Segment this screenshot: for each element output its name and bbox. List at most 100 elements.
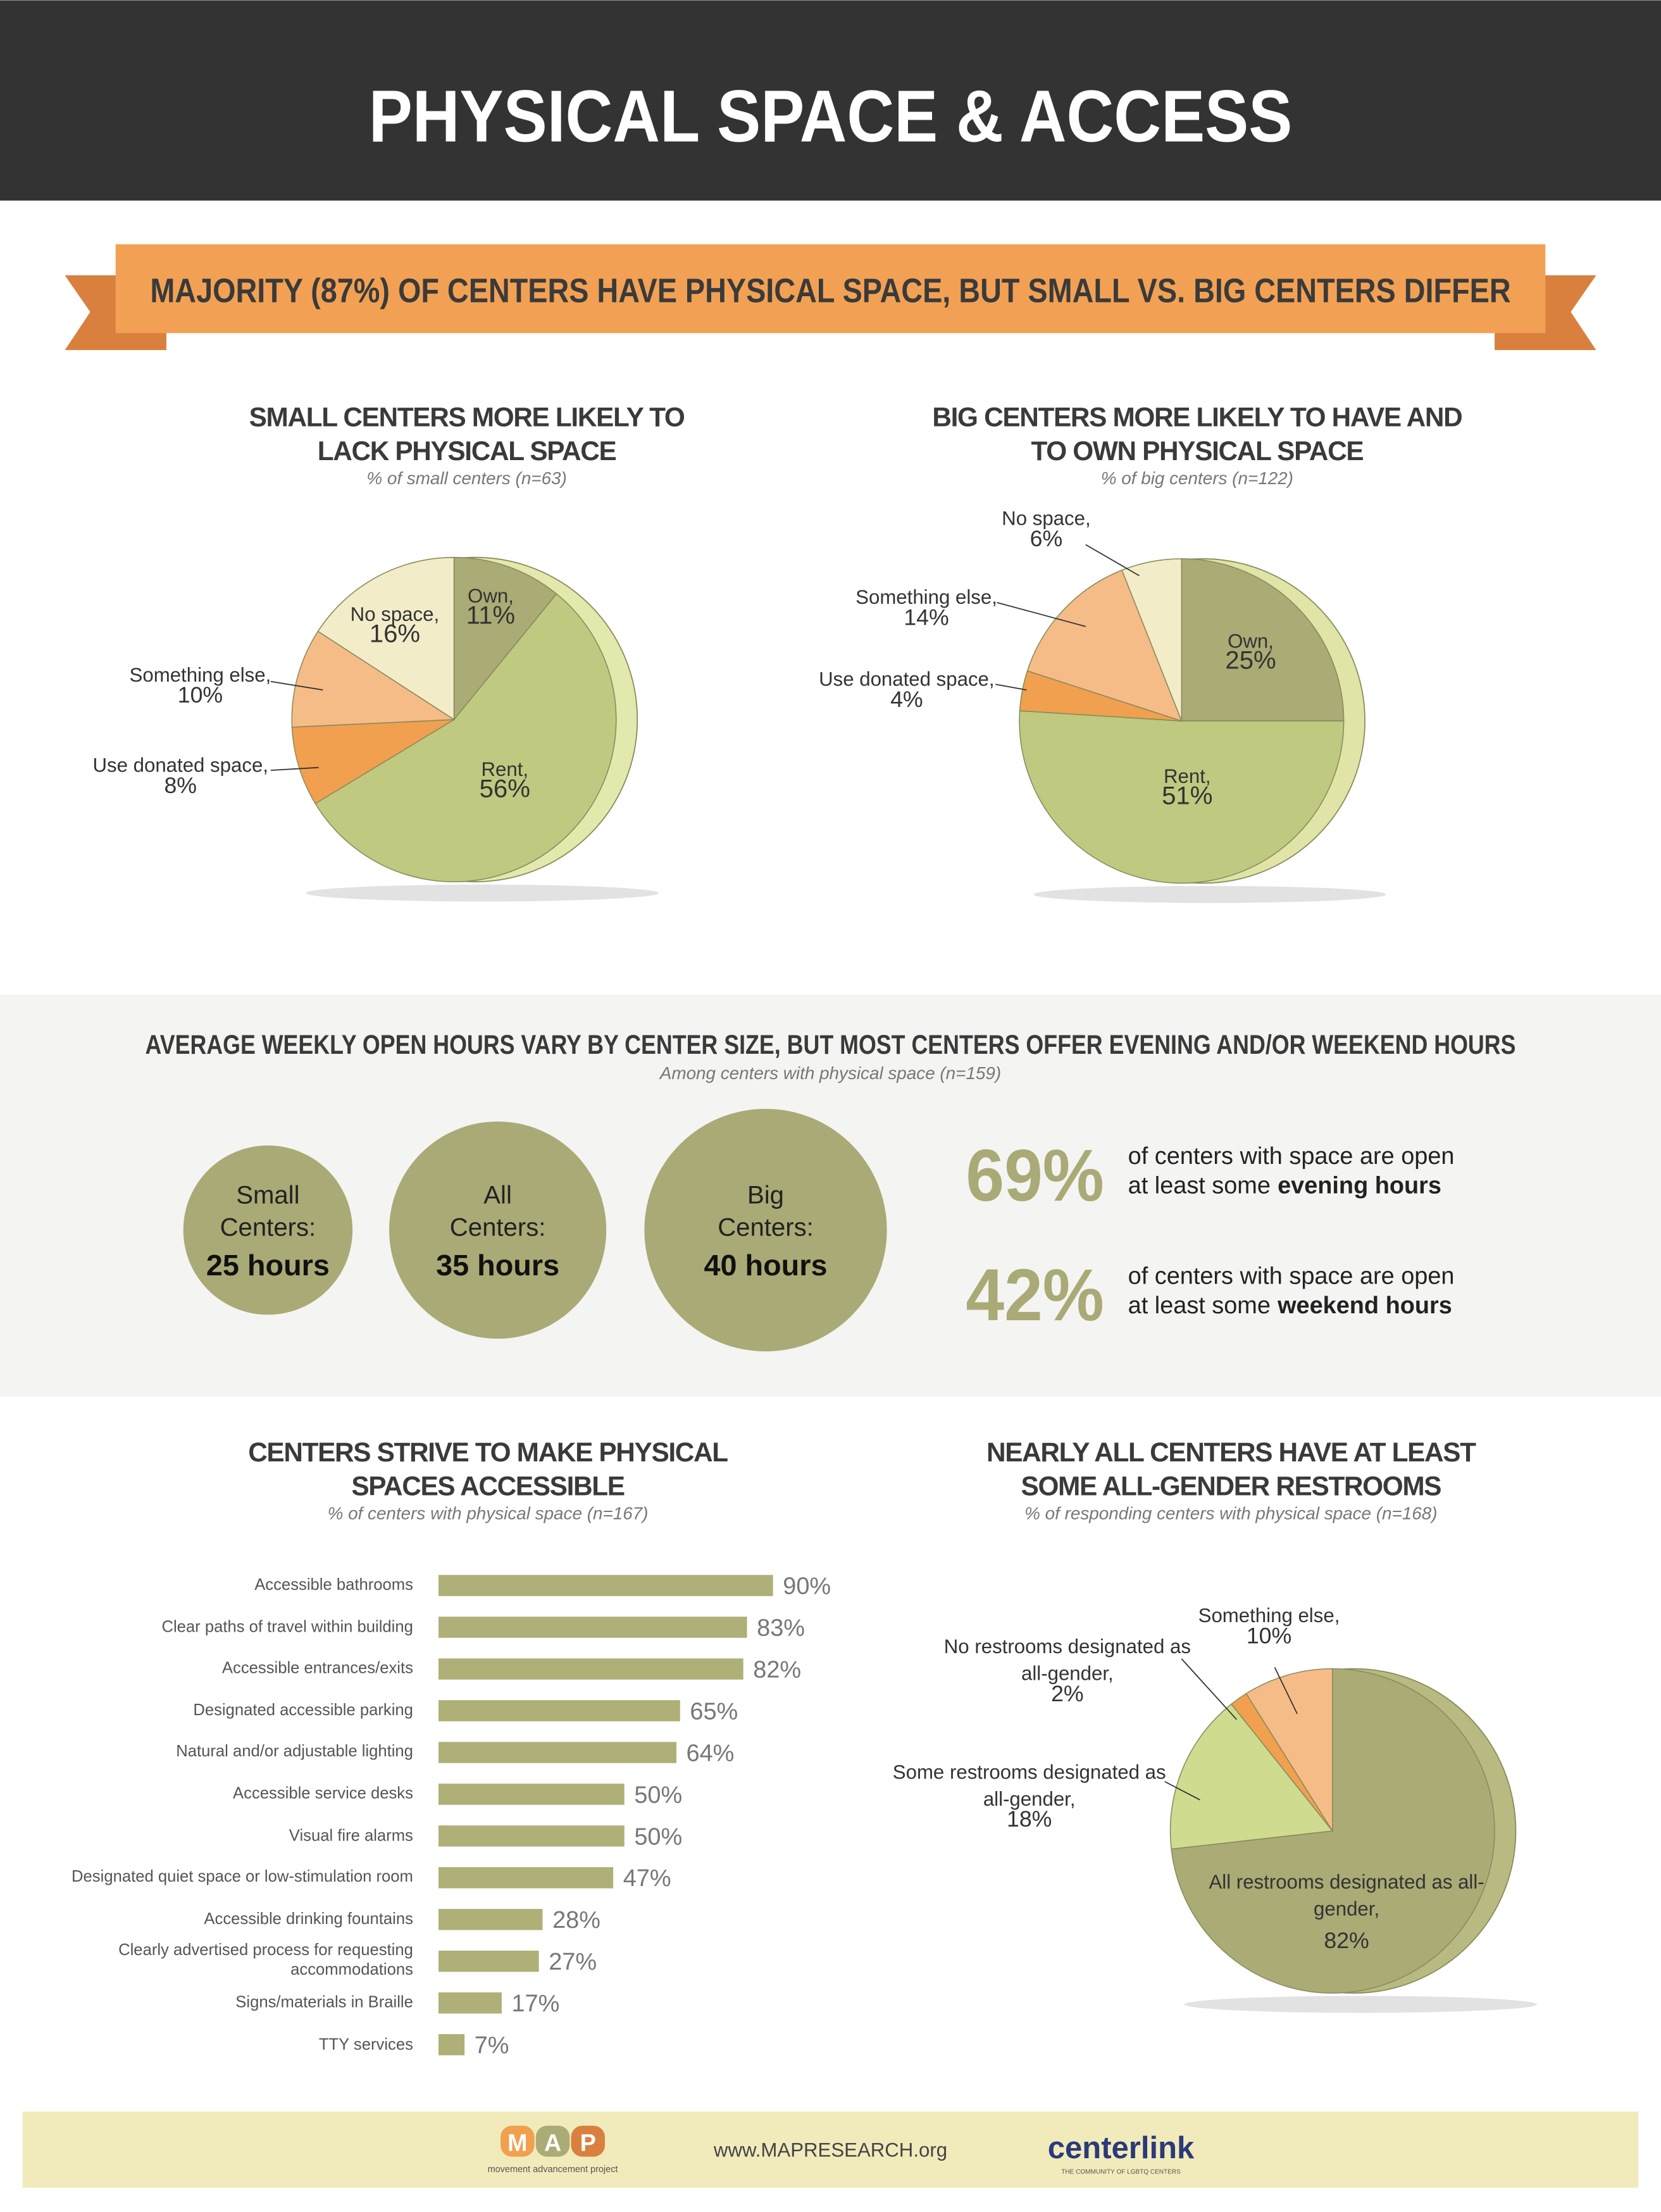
slice-label: Something else,: [855, 585, 997, 608]
chart-subtitle: % of big centers (n=122): [1101, 468, 1293, 488]
logo-letter: A: [544, 2130, 561, 2157]
pie-slice: [1121, 558, 1183, 722]
hours-circle: [183, 1145, 353, 1315]
bar-category: Visual fire alarms: [289, 1827, 413, 1845]
pie-slice: [291, 719, 454, 804]
bar-value: 82%: [753, 1656, 801, 1683]
bar-category-box: Accessible entrances/exits: [221, 1660, 413, 1678]
bar-category-box: Accessible service desks: [233, 1785, 413, 1803]
bar-category: Clear paths of travel within building: [161, 1618, 413, 1636]
slice-label-box: Own,: [1228, 629, 1274, 652]
bar-value: 65%: [690, 1698, 738, 1725]
pie-slice: [453, 556, 557, 722]
bar-category: Accessible entrances/exits: [221, 1660, 413, 1678]
bar-category: Designated accessible parking: [193, 1702, 413, 1720]
slice-label-box: Something else,: [1198, 1604, 1340, 1627]
bar-category: Accessible bathrooms: [254, 1577, 413, 1594]
stat-value: 69%: [966, 1134, 1104, 1216]
slice-value: 8%: [164, 773, 197, 798]
slice-label-box: Use donated space,: [819, 667, 995, 690]
bar: [439, 1867, 614, 1889]
bar-value: 28%: [552, 1907, 600, 1934]
pie-slice: [317, 556, 455, 721]
slice-label: All restrooms designated as all-gender,: [1209, 1870, 1484, 1920]
slice-label: Use donated space,: [819, 667, 995, 690]
stat-line: of centers with space are open: [1128, 1263, 1455, 1289]
slice-value: 82%: [1324, 1928, 1369, 1953]
chart-subtitle: % of responding centers with physical sp…: [1024, 1503, 1437, 1523]
chart-title-box: CENTERS STRIVE TO MAKE PHYSICAL SPACES A…: [248, 1439, 728, 1503]
slice-label-box: Something else,: [129, 663, 271, 686]
circle-value: 40 hours: [704, 1249, 828, 1282]
bar-category: Designated quiet space or low-stimulatio…: [72, 1869, 413, 1887]
slice-label: Own,: [468, 584, 514, 607]
slice-label: Something else,: [129, 663, 271, 686]
slice-label-box: Own,: [468, 584, 514, 607]
slice-label: Use donated space,: [92, 753, 268, 777]
circle-label: Small Centers:: [220, 1180, 316, 1242]
bar-category: Signs/materials in Braille: [235, 1994, 413, 2012]
stat-bold: evening hours: [1278, 1173, 1441, 1199]
slice-label-box: Use donated space,: [92, 753, 268, 777]
logo-tile: [535, 2125, 570, 2157]
slice-label: Some restrooms designated as all-gender,: [892, 1760, 1166, 1810]
slice-value: 6%: [1030, 526, 1063, 551]
chart-subtitle: % of centers with physical space (n=167): [328, 1503, 649, 1523]
pie-shadow: [1184, 1996, 1537, 2013]
pie-slice: [1026, 569, 1183, 722]
bar: [439, 1575, 773, 1596]
bar-value: 50%: [634, 1782, 682, 1808]
chart-title: CENTERS STRIVE TO MAKE PHYSICAL SPACES A…: [248, 1439, 728, 1503]
footer-url: www.MAPRESEARCH.org: [713, 2139, 947, 2161]
bar-value: 90%: [783, 1573, 831, 1600]
slice-label: Something else,: [1198, 1604, 1340, 1627]
circle-value: 35 hours: [436, 1249, 559, 1282]
logo-letter: P: [580, 2130, 596, 2157]
slice-value: 51%: [1162, 782, 1212, 810]
circle-label: All Centers:: [449, 1180, 546, 1242]
page-title: PHYSICAL SPACE & ACCESS: [369, 75, 1293, 157]
bar-category: TTY services: [318, 2036, 413, 2054]
slice-value: 11%: [466, 601, 515, 629]
slice-value: 16%: [370, 620, 420, 647]
bar-category-box: Natural and/or adjustable lighting: [176, 1744, 413, 1761]
section-title: AVERAGE WEEKLY OPEN HOURS VARY BY CENTER…: [146, 1030, 1516, 1059]
bar-category-box: Designated quiet space or low-stimulatio…: [72, 1869, 413, 1887]
pie-shadow: [306, 884, 659, 902]
slice-label: No space,: [350, 602, 440, 625]
slice-label: No restrooms designated as all-gender,: [943, 1635, 1191, 1685]
chart-title: NEARLY ALL CENTERS HAVE AT LEAST SOME AL…: [986, 1439, 1476, 1503]
slice-label-box: Some restrooms designated as all-gender,: [892, 1760, 1166, 1810]
leader-line: [995, 684, 1027, 691]
bar: [439, 1742, 676, 1763]
slice-label-box: Something else,: [855, 585, 997, 608]
bar-category-box: Accessible drinking fountains: [204, 1911, 413, 1928]
slice-value: 10%: [178, 682, 223, 708]
pie-slice: [1245, 1668, 1333, 1833]
bar: [439, 1909, 543, 1930]
bar-category-box: TTY services: [318, 2036, 413, 2054]
slice-value: 56%: [480, 775, 530, 803]
bar-category: Accessible service desks: [233, 1785, 413, 1803]
logo-tile: [571, 2125, 605, 2157]
slice-label-box: Rent,: [481, 758, 528, 780]
bar-value: 83%: [757, 1615, 805, 1641]
stat-value: 42%: [966, 1254, 1104, 1336]
banner-text: MAJORITY (87%) OF CENTERS HAVE PHYSICAL …: [150, 272, 1510, 309]
leader-line: [270, 680, 323, 691]
slice-label-box: No space,: [1002, 506, 1090, 529]
header-band: [0, 0, 1661, 201]
chart-subtitle: % of small centers (n=63): [366, 468, 566, 488]
pie-slice: [291, 630, 456, 728]
circle-label: Big Centers:: [718, 1180, 814, 1242]
pie-slice: [1169, 1703, 1334, 1850]
chart-title: SMALL CENTERS MORE LIKELY TO LACK PHYSIC…: [249, 403, 685, 468]
stat-bold: weekend hours: [1277, 1292, 1452, 1319]
centerlink-logo: centerlink: [1048, 2131, 1195, 2165]
bar-category-box: Clear paths of travel within building: [161, 1618, 413, 1636]
pie-slice: [1019, 710, 1345, 884]
bar: [439, 1658, 743, 1680]
circle-label-box: All Centers:: [449, 1180, 546, 1242]
bar: [439, 1700, 680, 1721]
